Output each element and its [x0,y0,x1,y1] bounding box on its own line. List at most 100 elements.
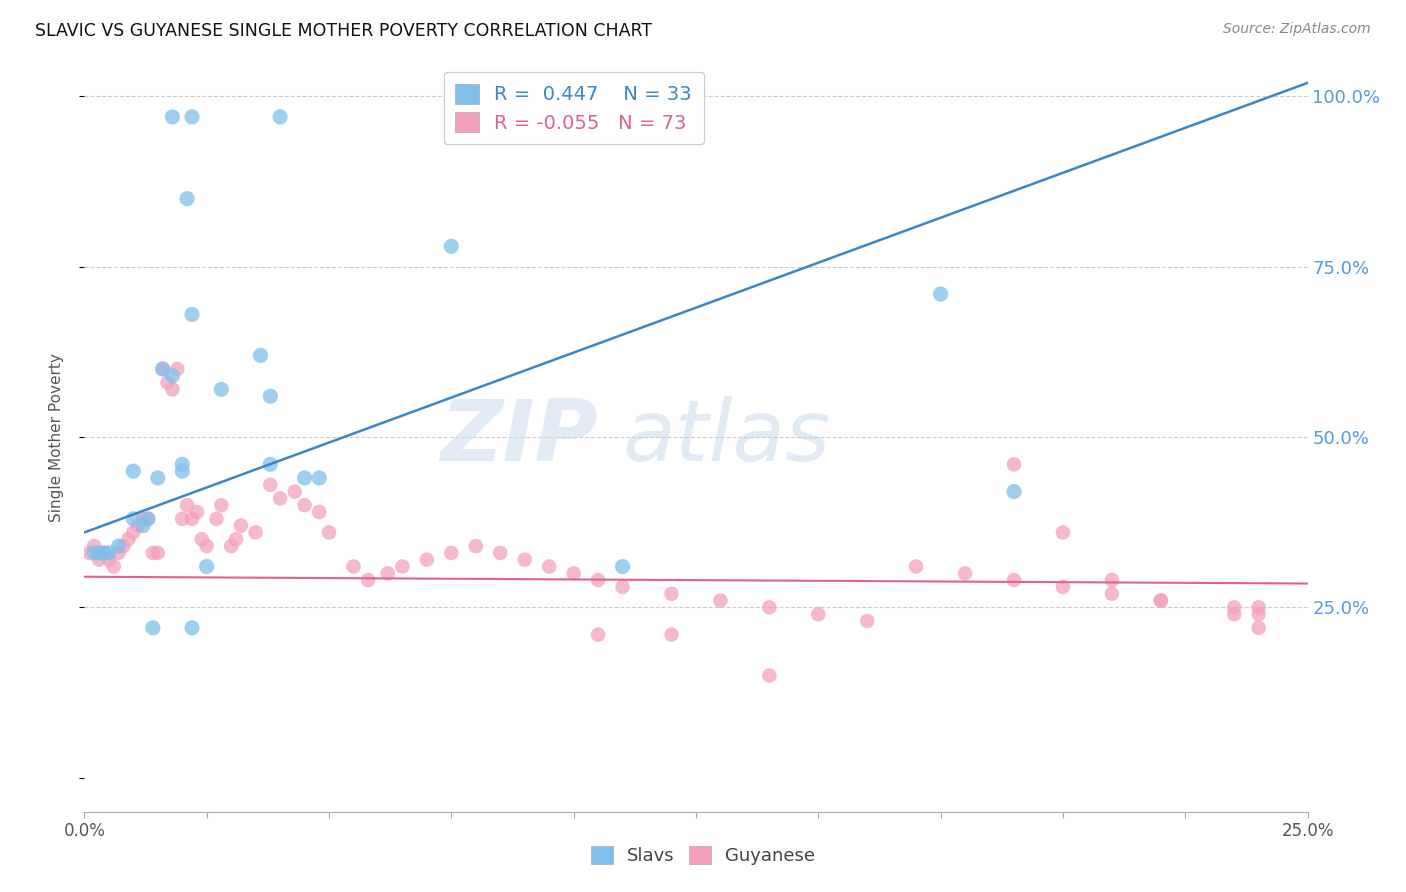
Point [929,287,952,301]
Point [709,593,731,607]
Point [249,348,271,362]
Point [1247,600,1270,615]
Point [162,383,184,397]
Point [97,552,120,566]
Point [342,559,364,574]
Point [562,566,585,581]
Point [1101,573,1123,587]
Point [586,573,609,587]
Point [1247,607,1270,622]
Point [391,559,413,574]
Point [758,668,780,682]
Point [440,546,463,560]
Point [127,518,149,533]
Point [152,362,174,376]
Point [93,546,115,560]
Point [318,525,340,540]
Point [195,539,218,553]
Point [661,587,683,601]
Point [308,505,330,519]
Point [1052,580,1074,594]
Point [181,308,204,322]
Point [172,464,194,478]
Point [107,546,129,560]
Point [122,512,145,526]
Point [83,539,105,553]
Point [103,559,125,574]
Point [181,512,204,526]
Point [176,498,198,512]
Point [117,533,139,547]
Point [538,559,561,574]
Point [162,110,184,124]
Point [245,525,267,540]
Point [464,539,486,553]
Point [93,546,115,560]
Point [191,533,214,547]
Point [132,512,155,526]
Point [259,458,281,472]
Point [1002,484,1025,499]
Text: ZIP: ZIP [440,395,598,479]
Point [225,533,247,547]
Point [195,559,218,574]
Point [294,471,316,485]
Point [112,539,135,553]
Point [136,512,159,526]
Point [1150,593,1173,607]
Point [1247,621,1270,635]
Point [172,458,194,472]
Point [229,518,252,533]
Point [377,566,399,581]
Point [416,552,439,566]
Point [1150,593,1173,607]
Point [162,368,184,383]
Point [142,546,165,560]
Point [284,484,307,499]
Point [87,552,110,566]
Point [181,621,204,635]
Point [166,362,188,376]
Point [259,389,281,403]
Point [758,600,780,615]
Point [209,498,232,512]
Point [1223,607,1246,622]
Point [612,580,634,594]
Point [209,383,232,397]
Point [489,546,512,560]
Point [107,539,129,553]
Point [269,491,291,506]
Point [294,498,316,512]
Point [146,546,169,560]
Point [176,192,198,206]
Point [308,471,330,485]
Point [186,505,208,519]
Point [122,464,145,478]
Point [1223,600,1246,615]
Point [440,239,463,253]
Point [219,539,242,553]
Text: atlas: atlas [623,395,831,479]
Legend: R =  0.447    N = 33, R = -0.055   N = 73: R = 0.447 N = 33, R = -0.055 N = 73 [444,72,703,145]
Point [146,471,169,485]
Text: Source: ZipAtlas.com: Source: ZipAtlas.com [1223,22,1371,37]
Point [172,512,194,526]
Point [259,477,281,491]
Point [1002,573,1025,587]
Point [97,546,120,560]
Point [122,525,145,540]
Point [156,376,179,390]
Point [142,621,165,635]
Point [612,559,634,574]
Point [953,566,976,581]
Point [269,110,291,124]
Point [513,552,536,566]
Point [586,627,609,641]
Point [1101,587,1123,601]
Point [205,512,228,526]
Legend: Slavs, Guyanese: Slavs, Guyanese [582,837,824,874]
Point [83,546,105,560]
Point [136,512,159,526]
Point [1052,525,1074,540]
Point [152,362,174,376]
